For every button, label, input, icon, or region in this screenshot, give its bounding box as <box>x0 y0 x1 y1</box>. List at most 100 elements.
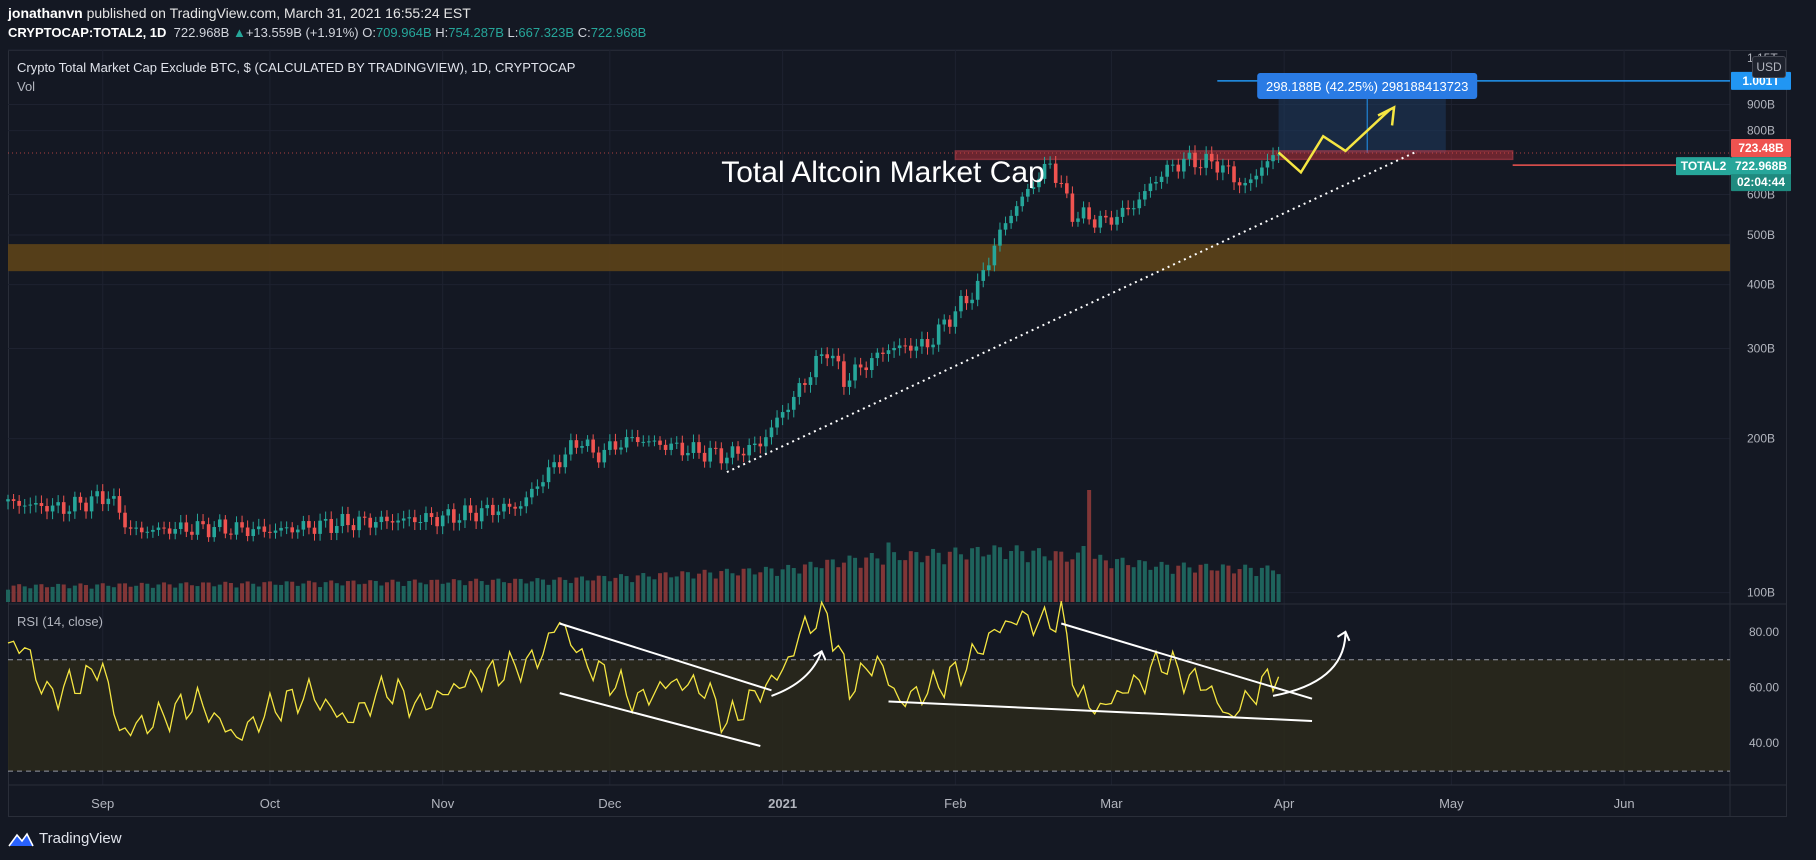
candle-body <box>1053 163 1058 183</box>
candle-body <box>201 521 205 525</box>
rsi-curved-arrow-head <box>1336 630 1351 642</box>
volume-bar <box>1187 567 1192 602</box>
candle-body <box>819 354 824 356</box>
candle-body <box>541 482 545 487</box>
author-name[interactable]: jonathanvn <box>8 5 83 21</box>
candle-body <box>1026 188 1030 197</box>
volume-bar <box>819 568 824 602</box>
footer-brand[interactable]: TradingView <box>8 830 122 847</box>
volume-legend[interactable]: Vol <box>17 79 36 94</box>
candle-body <box>830 355 835 359</box>
candle-body <box>953 311 958 327</box>
candle-body <box>340 513 345 527</box>
volume-bar <box>390 579 395 602</box>
time-tick-label: Nov <box>431 796 455 811</box>
series-legend-title[interactable]: Crypto Total Market Cap Exclude BTC, $ (… <box>17 60 576 75</box>
volume-bar <box>485 584 490 602</box>
volume-bar <box>1159 561 1164 602</box>
volume-bar <box>139 582 144 602</box>
volume-bar <box>529 581 534 602</box>
candle-body <box>190 531 194 535</box>
footer-brand-label: TradingView <box>39 830 122 847</box>
candle-body <box>803 383 807 385</box>
volume-bar <box>869 552 874 602</box>
candle-body <box>173 529 177 534</box>
candle-body <box>11 499 16 501</box>
volume-bar <box>624 576 629 602</box>
candle-body <box>6 499 10 502</box>
high-price-label: 723.48B <box>1738 141 1784 155</box>
candle-body <box>769 427 774 438</box>
candle-body <box>429 513 434 518</box>
candle-body <box>440 515 445 527</box>
rsi-trendline <box>1060 622 1313 700</box>
volume-bar <box>223 581 228 602</box>
candle-body <box>736 446 740 454</box>
candle-body <box>1254 175 1259 180</box>
volume-bar <box>1003 559 1008 602</box>
candle-body <box>184 522 189 532</box>
volume-bar <box>741 568 746 602</box>
candle-body <box>268 531 272 533</box>
volume-bar <box>290 581 295 602</box>
rsi-legend[interactable]: RSI (14, close) <box>17 614 103 629</box>
candle-body <box>691 442 696 453</box>
candle-body <box>752 443 757 445</box>
candle-body <box>106 498 111 505</box>
rsi-trendline <box>559 622 772 692</box>
candle-body <box>1265 161 1270 168</box>
candle-body <box>206 524 211 538</box>
rsi-curved-arrow <box>771 650 823 697</box>
candle-body <box>479 508 484 522</box>
volume-bar <box>184 582 189 602</box>
candle-body <box>518 506 523 509</box>
volume-bar <box>1137 560 1142 602</box>
candle-body <box>279 527 283 531</box>
candle-body <box>574 440 579 448</box>
low-label: L: <box>507 25 519 40</box>
rsi-tick-label: 40.00 <box>1749 736 1779 750</box>
volume-bar <box>942 564 947 602</box>
candle-body <box>1248 179 1253 183</box>
volume-bar <box>730 573 735 602</box>
currency-button[interactable]: USD <box>1752 56 1786 78</box>
volume-bar <box>797 573 802 602</box>
candle-body <box>229 533 233 535</box>
volume-bar <box>1126 565 1131 602</box>
rsi-tick-label: 60.00 <box>1749 681 1779 695</box>
candle-body <box>535 486 540 489</box>
volume-bar <box>780 569 785 602</box>
candle-body <box>357 516 361 531</box>
volume-bar <box>1215 570 1220 602</box>
volume-bar <box>212 586 217 602</box>
volume-bar <box>903 560 908 602</box>
volume-bar <box>518 578 523 602</box>
candle-body <box>869 358 874 371</box>
chart-title: Total Altcoin Market Cap <box>721 156 1044 189</box>
volume-bar <box>763 566 768 602</box>
volume-bar <box>981 556 986 602</box>
volume-bar <box>178 583 183 602</box>
volume-bar <box>295 585 300 602</box>
price-tick-label: 900B <box>1747 97 1775 111</box>
candle-body <box>1182 158 1186 172</box>
time-tick-label: Mar <box>1100 796 1123 811</box>
rsi-curved-arrow <box>1272 631 1347 697</box>
candle-body <box>128 527 133 529</box>
volume-bar <box>72 585 77 602</box>
candle-body <box>368 517 373 528</box>
time-tick-label: Feb <box>944 796 966 811</box>
volume-bar <box>674 576 679 602</box>
candle-body <box>1148 183 1153 192</box>
candle-body <box>546 467 551 483</box>
candle-body <box>1020 196 1025 207</box>
volume-bar <box>986 554 991 602</box>
measure-label-box <box>1257 73 1478 99</box>
candle-body <box>908 345 913 351</box>
candle-body <box>725 457 729 464</box>
resistance-zone <box>954 150 1514 161</box>
candle-body <box>307 521 311 528</box>
volume-bar <box>847 555 852 602</box>
candle-body <box>1165 164 1169 177</box>
